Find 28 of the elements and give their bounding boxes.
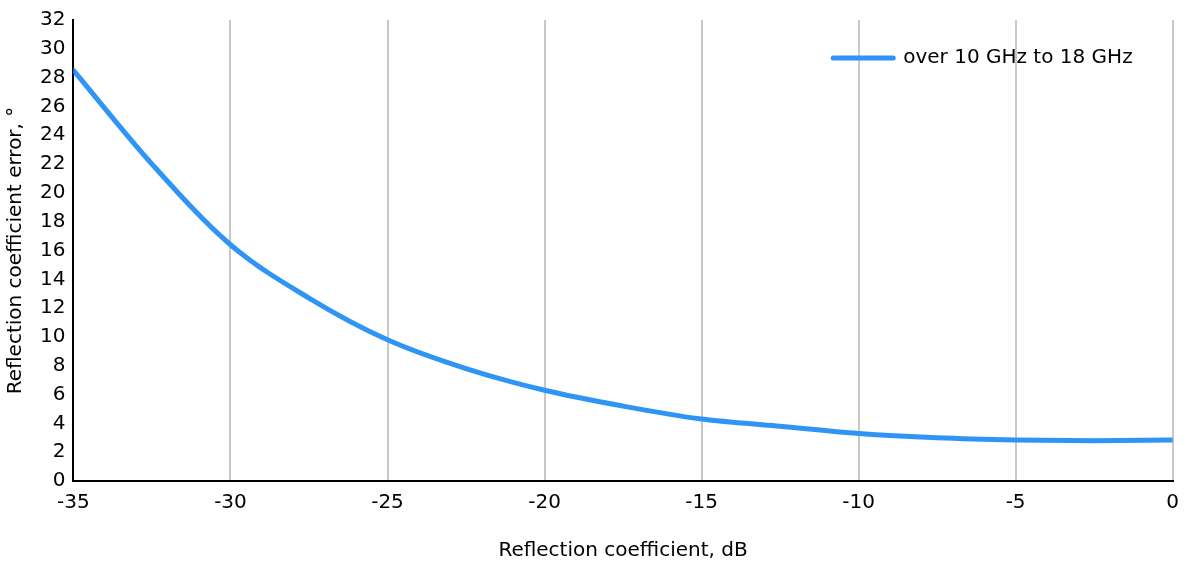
y-tick-label: 14 bbox=[40, 265, 66, 290]
y-tick-label: 0 bbox=[52, 467, 66, 492]
y-tick-label: 22 bbox=[40, 150, 66, 175]
y-tick-label: 30 bbox=[40, 35, 66, 60]
y-tick-label: 8 bbox=[52, 351, 66, 376]
y-tick-label: 24 bbox=[40, 121, 66, 146]
y-tick-label: 10 bbox=[40, 323, 66, 348]
y-tick-label: 18 bbox=[40, 207, 66, 232]
x-tick-label: -10 bbox=[842, 489, 875, 514]
y-tick-label: 28 bbox=[40, 63, 66, 88]
x-tick-label: -30 bbox=[214, 489, 247, 514]
x-tick-label: -25 bbox=[371, 489, 404, 514]
y-axis-title: Reflection coefficient error, ° bbox=[2, 106, 27, 395]
y-tick-label: 26 bbox=[40, 92, 66, 117]
y-tick-label: 12 bbox=[40, 294, 66, 319]
x-tick-label: -15 bbox=[685, 489, 718, 514]
x-tick-label: 0 bbox=[1166, 489, 1179, 514]
y-tick-label: 6 bbox=[52, 380, 66, 405]
y-tick-label: 4 bbox=[52, 409, 66, 434]
y-tick-label: 20 bbox=[40, 179, 66, 204]
x-tick-label: -20 bbox=[528, 489, 561, 514]
y-tick-label: 32 bbox=[40, 6, 66, 31]
y-tick-label: 16 bbox=[40, 236, 66, 261]
x-axis-title: Reflection coefficient, dB bbox=[498, 537, 748, 562]
x-tick-label: -5 bbox=[1005, 489, 1026, 514]
y-tick-label: 2 bbox=[52, 438, 66, 463]
legend-label: over 10 GHz to 18 GHz bbox=[903, 44, 1133, 69]
x-tick-label: -35 bbox=[57, 489, 90, 514]
